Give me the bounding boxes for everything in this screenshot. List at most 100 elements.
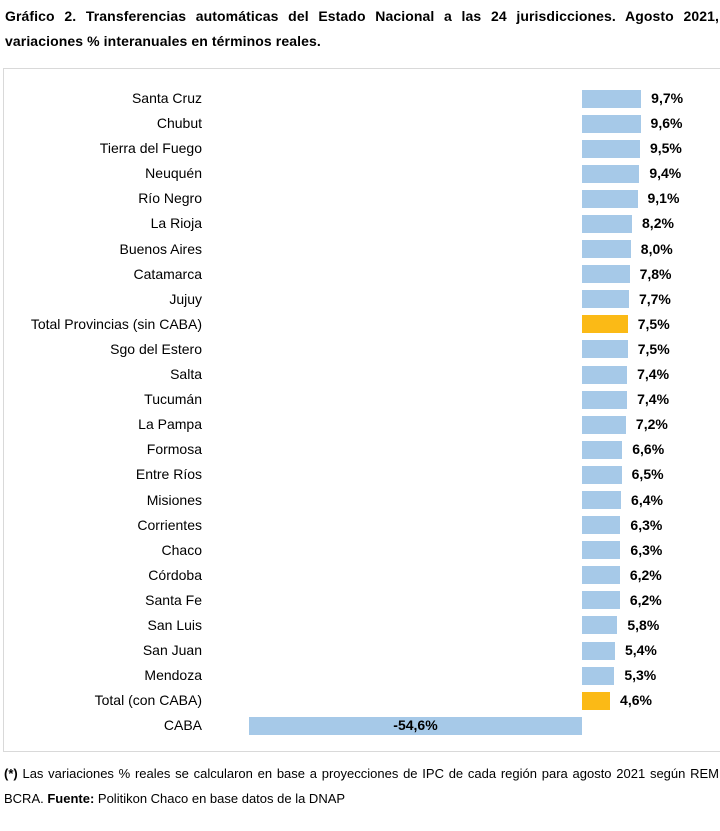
bar: [582, 290, 629, 309]
footnote-marker: (*): [4, 766, 18, 781]
category-label: Formosa: [146, 441, 202, 458]
bar-row: La Pampa 7,2%: [0, 412, 720, 437]
value-label: 6,5%: [631, 466, 664, 483]
category-label: Total Provincias (sin CABA): [30, 315, 202, 332]
bar-row: San Luis 5,8%: [0, 613, 720, 638]
category-label: San Juan: [142, 642, 202, 659]
footnote-source-pre: BCRA.: [4, 791, 48, 806]
bar: [582, 516, 621, 535]
bar-row: Río Negro 9,1%: [0, 186, 720, 211]
footnote-line1: (*) Las variaciones % reales se calcular…: [4, 766, 719, 781]
category-label: CABA: [163, 717, 202, 734]
value-label: 7,2%: [635, 416, 668, 433]
bar: [582, 89, 642, 108]
bar: [582, 214, 633, 233]
value-label: 9,7%: [651, 90, 684, 106]
category-label: Tierra del Fuego: [99, 140, 202, 157]
bar: [582, 240, 631, 259]
bar: [582, 465, 622, 484]
category-label: Mendoza: [144, 667, 202, 684]
bar-row: Córdoba 6,2%: [0, 563, 720, 588]
bar-row: Jujuy 7,7%: [0, 287, 720, 312]
bar: [582, 139, 640, 158]
value-label: 6,2%: [629, 566, 662, 583]
category-label: Córdoba: [148, 566, 202, 583]
category-label: Total (con CABA): [94, 692, 202, 709]
category-label: Chaco: [161, 541, 202, 558]
bar-row: Total Provincias (sin CABA) 7,5%: [0, 312, 720, 337]
bar-row: Entre Ríos 6,5%: [0, 462, 720, 487]
category-label: Chubut: [156, 115, 202, 132]
value-label: 9,4%: [649, 165, 682, 182]
value-label: 6,4%: [631, 491, 663, 508]
bar: [582, 265, 630, 284]
chart-title-line2: variaciones % interanuales en términos r…: [5, 33, 321, 49]
category-label: Neuquén: [145, 165, 202, 182]
value-label: 5,3%: [624, 667, 657, 684]
value-label: 9,5%: [649, 140, 682, 157]
bar: [582, 114, 641, 133]
bar-row: Corrientes 6,3%: [0, 513, 720, 538]
category-label: La Rioja: [150, 215, 202, 232]
bar: [582, 491, 622, 509]
value-label: 5,8%: [627, 616, 660, 633]
value-label: 9,6%: [650, 115, 683, 132]
bar: [582, 415, 626, 434]
bar: [582, 365, 628, 384]
value-label: 7,4%: [637, 366, 670, 383]
value-label: 4,6%: [620, 692, 652, 709]
category-label: San Luis: [147, 616, 202, 633]
bar: [582, 340, 628, 359]
footnote-source-label: Fuente:: [47, 791, 95, 806]
value-label: 9,1%: [647, 190, 680, 207]
category-label: Catamarca: [133, 265, 202, 282]
bar-row: La Rioja 8,2%: [0, 211, 720, 236]
bar-row: CABA -54,6%: [0, 713, 720, 738]
footnote-line2: BCRA. Fuente: Politikon Chaco en base da…: [4, 791, 345, 806]
bar: [582, 591, 620, 610]
category-label: Sgo del Estero: [110, 340, 202, 357]
bar-row: Formosa 6,6%: [0, 437, 720, 462]
bar: [582, 566, 620, 585]
category-label: Jujuy: [169, 290, 202, 307]
category-label: Santa Fe: [145, 591, 202, 608]
value-label: 7,5%: [637, 315, 670, 332]
value-label: 6,3%: [630, 516, 663, 533]
category-label: Tucumán: [144, 391, 202, 408]
bar: [582, 440, 623, 459]
bar-highlighted: [582, 315, 628, 334]
category-label: Salta: [170, 366, 202, 383]
bar-row: San Juan 5,4%: [0, 638, 720, 663]
bar: [582, 616, 618, 635]
category-label: Río Negro: [138, 190, 202, 207]
bar-row: Total (con CABA) 4,6%: [0, 688, 720, 713]
bar-negative: [248, 716, 582, 735]
bar-row: Tucumán 7,4%: [0, 387, 720, 412]
bar-row: Salta 7,4%: [0, 362, 720, 387]
bar-chart: Santa Cruz 9,7% Chubut 9,6% Tierra del Fuego…: [0, 86, 720, 738]
bar-row: Santa Cruz 9,7%: [0, 86, 720, 111]
value-label: 7,5%: [637, 340, 670, 357]
category-label: Santa Cruz: [131, 90, 202, 106]
value-label: 7,8%: [639, 265, 672, 282]
bar: [582, 189, 638, 208]
bar-row: Neuquén 9,4%: [0, 161, 720, 186]
bar: [582, 164, 640, 183]
value-label: 7,4%: [637, 391, 670, 408]
value-label: 6,2%: [629, 591, 662, 608]
category-label: La Pampa: [138, 416, 202, 433]
value-label: 6,6%: [632, 441, 665, 458]
bar-row: Misiones 6,4%: [0, 488, 720, 513]
value-label: 6,3%: [630, 541, 663, 558]
bar: [582, 641, 615, 660]
bar-row: Tierra del Fuego 9,5%: [0, 136, 720, 161]
value-label: 7,7%: [638, 290, 671, 307]
bar: [582, 390, 628, 409]
category-label: Buenos Aires: [119, 240, 203, 257]
value-label: 5,4%: [624, 642, 657, 659]
bar: [582, 541, 621, 560]
value-label: -54,6%: [393, 717, 438, 734]
bar: [582, 666, 615, 685]
bar-row: Chubut 9,6%: [0, 111, 720, 136]
